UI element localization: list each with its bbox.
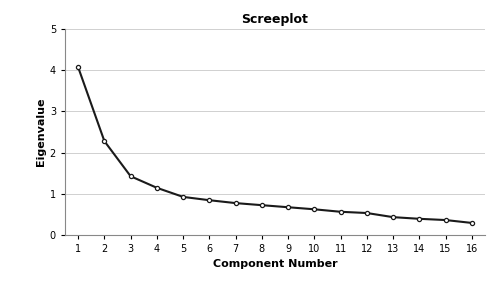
Y-axis label: Eigenvalue: Eigenvalue — [36, 98, 46, 166]
X-axis label: Component Number: Component Number — [212, 259, 338, 269]
Title: Screeplot: Screeplot — [242, 13, 308, 26]
